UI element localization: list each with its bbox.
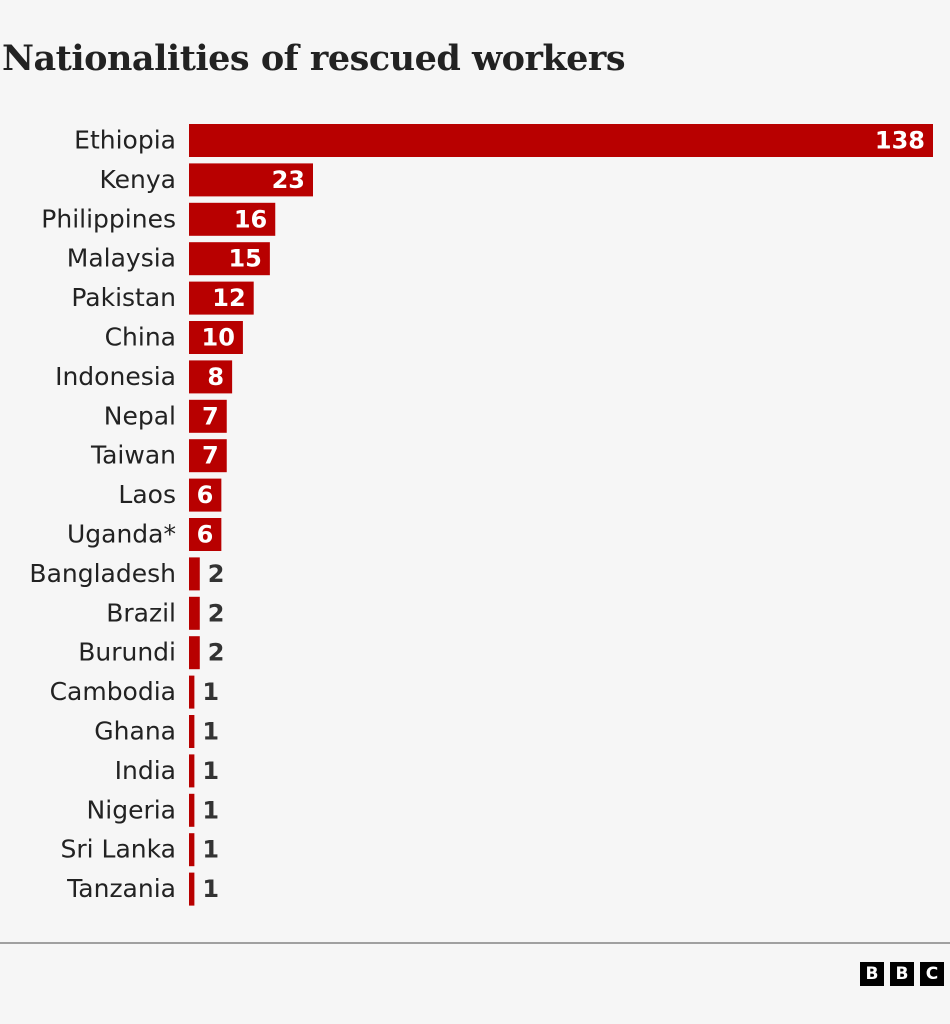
data-label: 23	[272, 166, 305, 194]
data-label: 8	[207, 363, 224, 391]
bar	[189, 399, 227, 433]
data-label: 1	[202, 875, 219, 903]
bar	[189, 636, 200, 670]
bar	[189, 557, 200, 591]
category-label: Nepal	[104, 401, 176, 430]
category-label: Nigeria	[87, 795, 176, 824]
category-label: Kenya	[100, 165, 177, 194]
footer-divider	[0, 942, 950, 944]
data-label: 1	[202, 678, 219, 706]
logo-letter: C	[920, 962, 944, 986]
bar	[189, 281, 254, 315]
data-label: 7	[202, 442, 219, 470]
data-label: 7	[202, 402, 219, 430]
bar	[189, 124, 933, 157]
category-label: Pakistan	[71, 283, 176, 312]
data-label: 1	[202, 796, 219, 824]
category-label: Malaysia	[67, 244, 176, 273]
category-label: Ghana	[94, 717, 176, 746]
bar	[189, 242, 270, 276]
category-label: Taiwan	[90, 441, 176, 470]
category-label: Brazil	[106, 598, 176, 627]
data-label: 2	[208, 599, 225, 627]
bar	[189, 833, 195, 867]
bar	[189, 872, 195, 906]
category-label: Philippines	[41, 204, 176, 233]
chart-title: Nationalities of rescued workers	[2, 38, 626, 79]
data-label: 12	[212, 284, 245, 312]
bar	[189, 321, 243, 354]
logo-letter: B	[860, 962, 884, 986]
data-label: 1	[202, 757, 219, 785]
bar	[189, 754, 195, 788]
bar	[189, 793, 195, 827]
category-label: Burundi	[78, 638, 176, 667]
bar	[189, 202, 276, 236]
category-label: Tanzania	[66, 874, 176, 903]
data-label: 1	[202, 836, 219, 864]
bar	[189, 163, 313, 197]
category-label: Indonesia	[55, 362, 176, 391]
data-label: 2	[208, 639, 225, 667]
bar	[189, 675, 195, 709]
data-label: 15	[228, 245, 261, 273]
bar	[189, 439, 227, 473]
data-label: 138	[875, 127, 925, 155]
category-label: India	[115, 756, 176, 785]
bar	[189, 518, 222, 551]
data-label: 6	[197, 521, 214, 549]
logo-letter: B	[890, 962, 914, 986]
category-label: China	[105, 323, 176, 352]
category-label: Uganda*	[67, 520, 176, 549]
category-label: Laos	[118, 480, 176, 509]
bar	[189, 596, 200, 630]
data-label: 2	[208, 560, 225, 588]
bar	[189, 360, 233, 394]
bar	[189, 715, 195, 748]
data-label: 10	[202, 324, 235, 352]
category-label: Bangladesh	[29, 559, 176, 588]
category-label: Ethiopia	[74, 126, 176, 155]
bar	[189, 478, 222, 512]
data-label: 6	[197, 481, 214, 509]
data-label: 1	[202, 718, 219, 746]
category-label: Cambodia	[50, 677, 176, 706]
category-label: Sri Lanka	[61, 835, 177, 864]
data-label: 16	[234, 205, 267, 233]
bbc-logo: B B C	[860, 962, 944, 986]
